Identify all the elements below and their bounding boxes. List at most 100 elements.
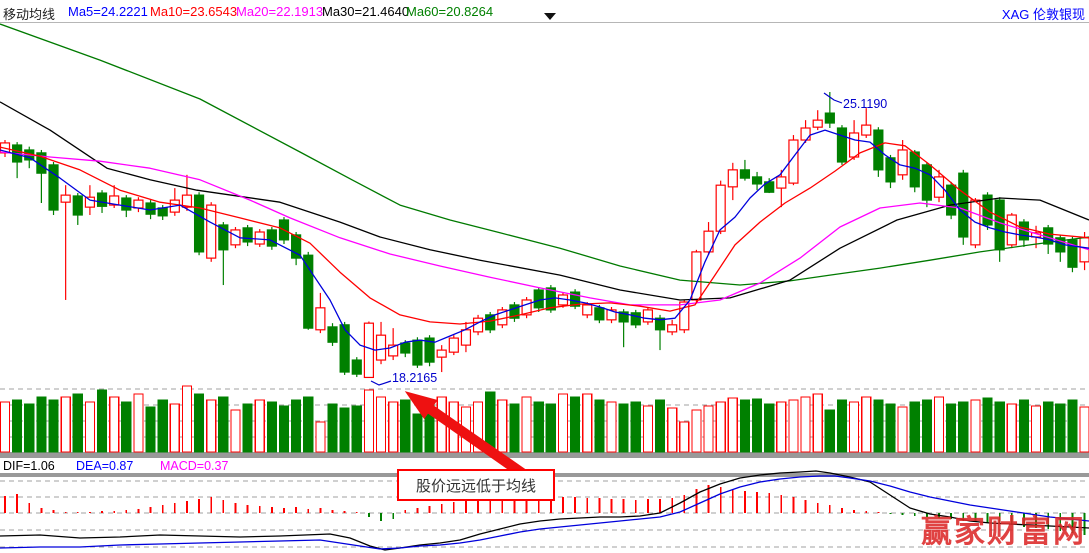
dea-line	[0, 475, 1089, 550]
candle-body	[96, 192, 108, 207]
ma10-value-label: Ma10=23.6543	[150, 4, 238, 19]
volume-bar	[800, 396, 811, 453]
candle-body	[436, 349, 447, 358]
candle-body	[339, 324, 350, 373]
low-annotation-pointer	[370, 380, 392, 386]
volume-bar	[291, 399, 302, 453]
dea-value-label: DEA=0.87	[76, 459, 134, 473]
dif-value-label: DIF=1.06	[3, 459, 55, 473]
dif-line	[0, 470, 1089, 551]
candle-body	[351, 359, 362, 375]
candle-body	[521, 299, 532, 316]
volume-bar	[557, 393, 569, 453]
candle-body	[327, 326, 338, 343]
symbol-name[interactable]: XAG 伦敦银现	[1001, 7, 1085, 22]
candle-body	[994, 199, 1005, 251]
volume-bar	[339, 407, 350, 453]
volume-bar	[667, 407, 678, 453]
candle-body	[400, 342, 411, 354]
volume-bar	[509, 403, 520, 453]
volume-bar	[836, 399, 848, 453]
volume-bar	[351, 405, 362, 453]
volume-baseline-bar	[0, 452, 1089, 458]
volume-bar	[303, 396, 314, 453]
volume-bar	[1055, 403, 1066, 453]
volume-bar	[1018, 399, 1030, 453]
volume-bar	[48, 399, 59, 453]
ma60-line	[0, 23, 1089, 286]
volume-bar	[691, 409, 702, 453]
candle-body	[739, 169, 751, 179]
ma5-value-label: Ma5=24.2221	[68, 4, 148, 19]
volume-bar	[570, 396, 581, 453]
candle-body	[424, 337, 435, 363]
candle-body	[72, 195, 83, 216]
candle-body	[570, 291, 581, 307]
volume-bar	[400, 399, 411, 453]
volume-bar	[885, 403, 896, 453]
volume-bar	[497, 399, 508, 453]
candle-body	[363, 322, 374, 379]
volume-bar	[933, 396, 945, 453]
callout-text: 股价远远低于均线	[415, 477, 536, 495]
volume-bar	[230, 409, 241, 453]
volume-bar	[776, 401, 787, 453]
volume-bar	[521, 396, 532, 453]
volume-bar	[109, 396, 120, 453]
candle-body	[582, 304, 593, 316]
volume-bar	[703, 405, 714, 453]
candle-body	[254, 231, 265, 245]
volume-bar	[594, 399, 605, 453]
volume-bar	[412, 413, 423, 453]
volume-bar	[145, 406, 156, 453]
volume-bar	[533, 401, 544, 453]
volume-bar	[606, 401, 617, 453]
low-price-annotation: 18.2165	[392, 371, 438, 385]
candle-body	[60, 194, 71, 203]
candle-body	[885, 157, 896, 183]
candle-body	[654, 317, 666, 331]
candle-body	[1067, 239, 1078, 268]
candle-body	[788, 139, 799, 184]
callout-box: 股价远远低于均线	[397, 469, 555, 501]
candle-body	[751, 176, 763, 185]
candle-body	[315, 307, 326, 331]
candle-body	[921, 164, 932, 201]
candle-body	[448, 337, 459, 353]
volume-bar	[824, 409, 835, 453]
volume-bar	[618, 403, 629, 453]
chevron-down-icon[interactable]	[544, 13, 556, 20]
candle-body	[630, 312, 641, 326]
ma20-line	[0, 151, 1089, 306]
high-price-annotation: 25.1190	[843, 97, 888, 111]
candle-body	[1006, 214, 1017, 246]
candle-body	[181, 194, 193, 208]
candle-body	[133, 199, 144, 209]
candle-body	[824, 112, 835, 124]
volume-bar	[545, 403, 556, 453]
volume-bar	[254, 399, 265, 453]
candle-body	[412, 339, 423, 366]
candle-body	[388, 344, 399, 357]
volume-bar	[169, 403, 180, 453]
candle-body	[485, 314, 496, 331]
volume-bar	[1006, 403, 1017, 453]
volume-bar	[751, 398, 763, 453]
volume-bar	[764, 403, 775, 453]
candle-body	[594, 307, 605, 321]
watermark: 赢家财富网	[921, 514, 1086, 549]
candle-body	[958, 172, 969, 238]
candle-body	[800, 127, 811, 141]
volume-bar	[84, 401, 96, 453]
candle-body	[145, 202, 156, 215]
volume-bar	[96, 389, 108, 453]
volume-bar	[206, 399, 217, 453]
volume-bar	[0, 401, 11, 453]
volume-bar	[181, 385, 193, 453]
macd-value-label: MACD=0.37	[160, 459, 229, 473]
candle-body	[509, 304, 520, 319]
ma20-value-label: Ma20=22.1913	[236, 4, 324, 19]
volume-bar	[1043, 401, 1054, 453]
candle-body	[48, 164, 59, 211]
